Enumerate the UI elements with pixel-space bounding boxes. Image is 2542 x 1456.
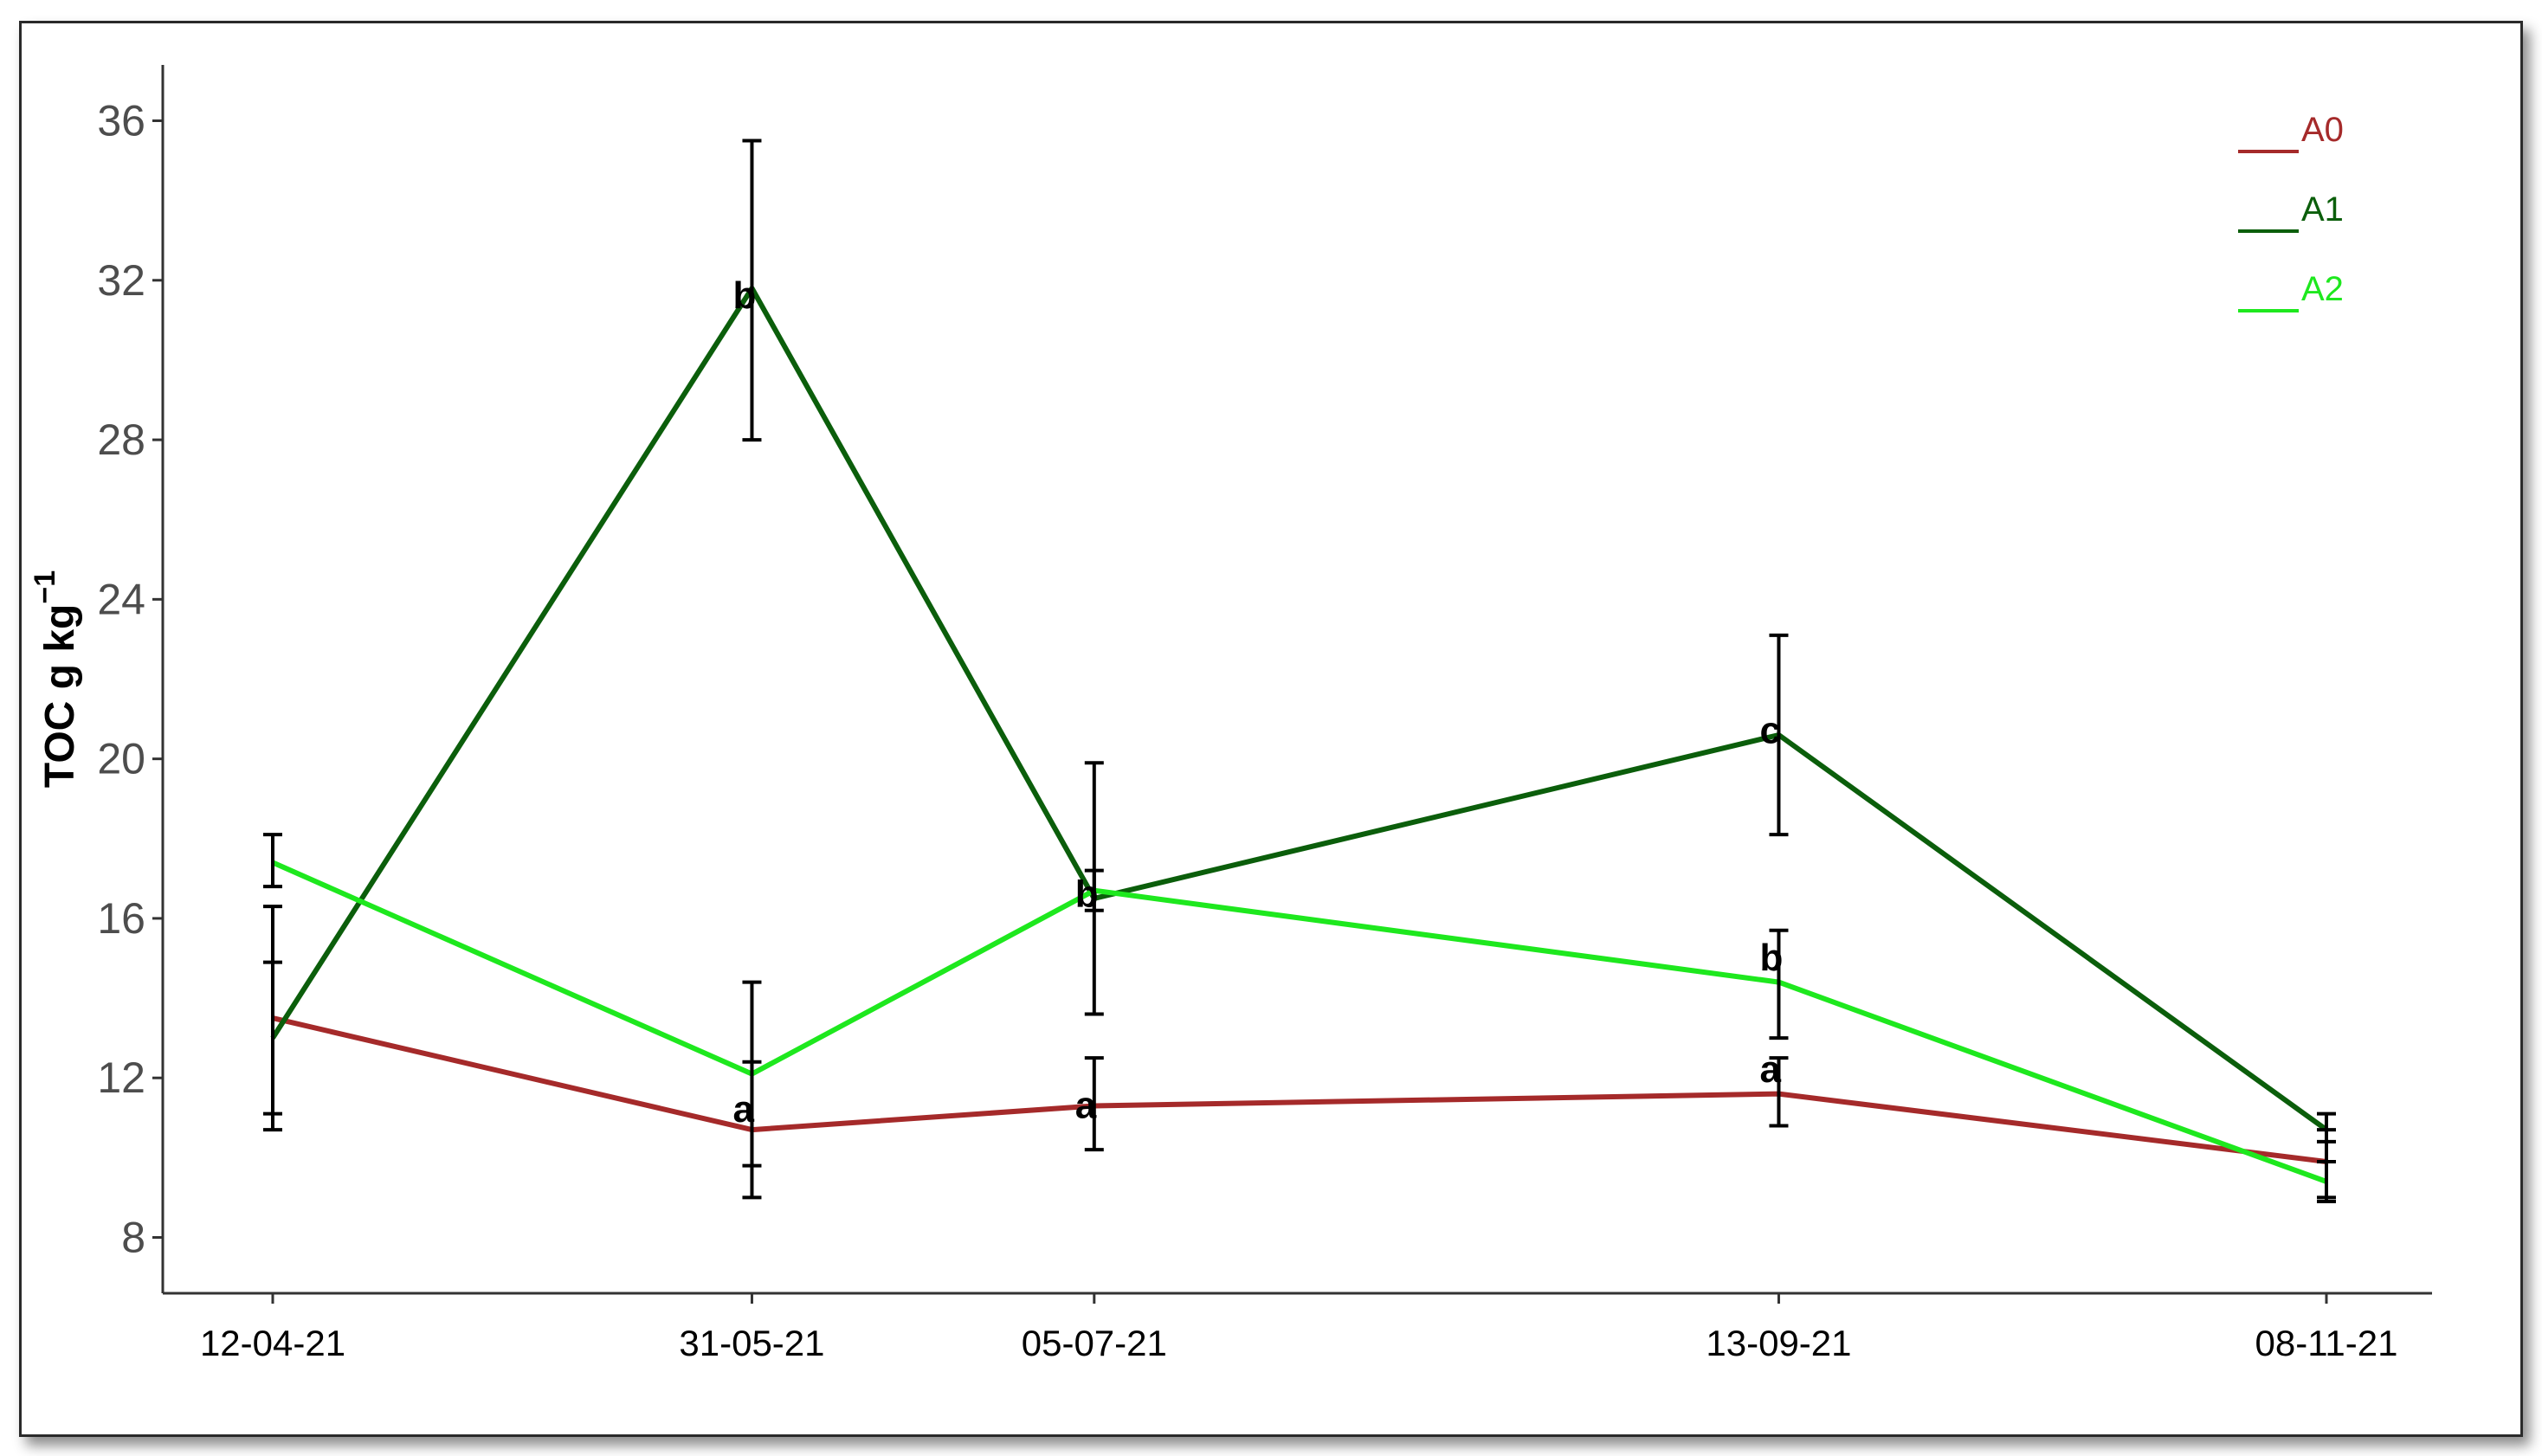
significance-letter: b xyxy=(1759,937,1783,979)
significance-letter: a xyxy=(1075,1084,1097,1126)
error-bar-a1 xyxy=(1769,633,1789,837)
error-bar-a0 xyxy=(1769,1056,1789,1128)
error-bar-a1 xyxy=(2317,1111,2336,1144)
x-tick-label: 13-09-21 xyxy=(1706,1323,1851,1363)
significance-letter: a xyxy=(732,1088,754,1131)
error-bar-a0 xyxy=(1084,1056,1104,1152)
legend-item-a0: A0 xyxy=(2238,111,2344,153)
series-line-a0 xyxy=(272,1015,2327,1164)
annotations: b a b a c b a xyxy=(732,274,1783,1131)
x-tick-label: 08-11-21 xyxy=(2255,1323,2397,1363)
y-tick-label: 32 xyxy=(97,256,145,305)
legend-item-a2: A2 xyxy=(2238,270,2344,312)
error-bar-a2 xyxy=(2317,1159,2336,1204)
y-tick-label: 16 xyxy=(97,894,145,943)
significance-letter: b xyxy=(1075,873,1099,915)
x-tick-label: 31-05-21 xyxy=(679,1323,824,1363)
ticks: 8 12 16 20 24 28 32 36 12-04-21 31-05-21 05-07-21 1… xyxy=(97,97,2397,1364)
legend-label: A1 xyxy=(2301,190,2344,229)
error-bar-a2 xyxy=(1084,868,1104,912)
error-bar-a1 xyxy=(742,139,762,442)
error-bars xyxy=(263,139,2336,1204)
legend-label: A0 xyxy=(2301,111,2344,149)
series-line-a1 xyxy=(270,286,2328,1132)
series-lines xyxy=(270,286,2328,1184)
legend-label: A2 xyxy=(2301,270,2344,308)
y-tick-label: 28 xyxy=(97,416,145,464)
significance-letter: b xyxy=(732,274,756,317)
error-bar-a1 xyxy=(263,960,282,1132)
toc-line-chart: 8 12 16 20 24 28 32 36 12-04-21 31-05-21 05-07-21 1… xyxy=(29,65,2432,1364)
significance-letter: c xyxy=(1759,709,1780,751)
y-axis-label-text: TOC g kg xyxy=(37,604,83,788)
legend: A0 A1 A2 xyxy=(2238,111,2344,312)
error-bar-a2 xyxy=(1769,928,1789,1040)
error-bar-a2 xyxy=(263,833,282,889)
legend-item-a1: A1 xyxy=(2238,190,2344,233)
y-tick-label: 12 xyxy=(97,1053,145,1102)
significance-letter: a xyxy=(1759,1048,1781,1091)
axes xyxy=(161,65,2432,1295)
figure-frame: 8 12 16 20 24 28 32 36 12-04-21 31-05-21 05-07-21 1… xyxy=(19,21,2523,1437)
y-tick-label: 20 xyxy=(97,735,145,783)
y-tick-label: 36 xyxy=(97,97,145,145)
y-axis-label: TOC g kg−1 xyxy=(29,570,83,788)
y-axis-label-exponent: −1 xyxy=(29,570,61,604)
y-tick-label: 24 xyxy=(97,575,145,623)
x-tick-label: 05-07-21 xyxy=(1022,1323,1167,1363)
x-tick-label: 12-04-21 xyxy=(200,1323,345,1363)
y-tick-label: 8 xyxy=(121,1214,145,1262)
error-bar-a2 xyxy=(742,980,762,1168)
